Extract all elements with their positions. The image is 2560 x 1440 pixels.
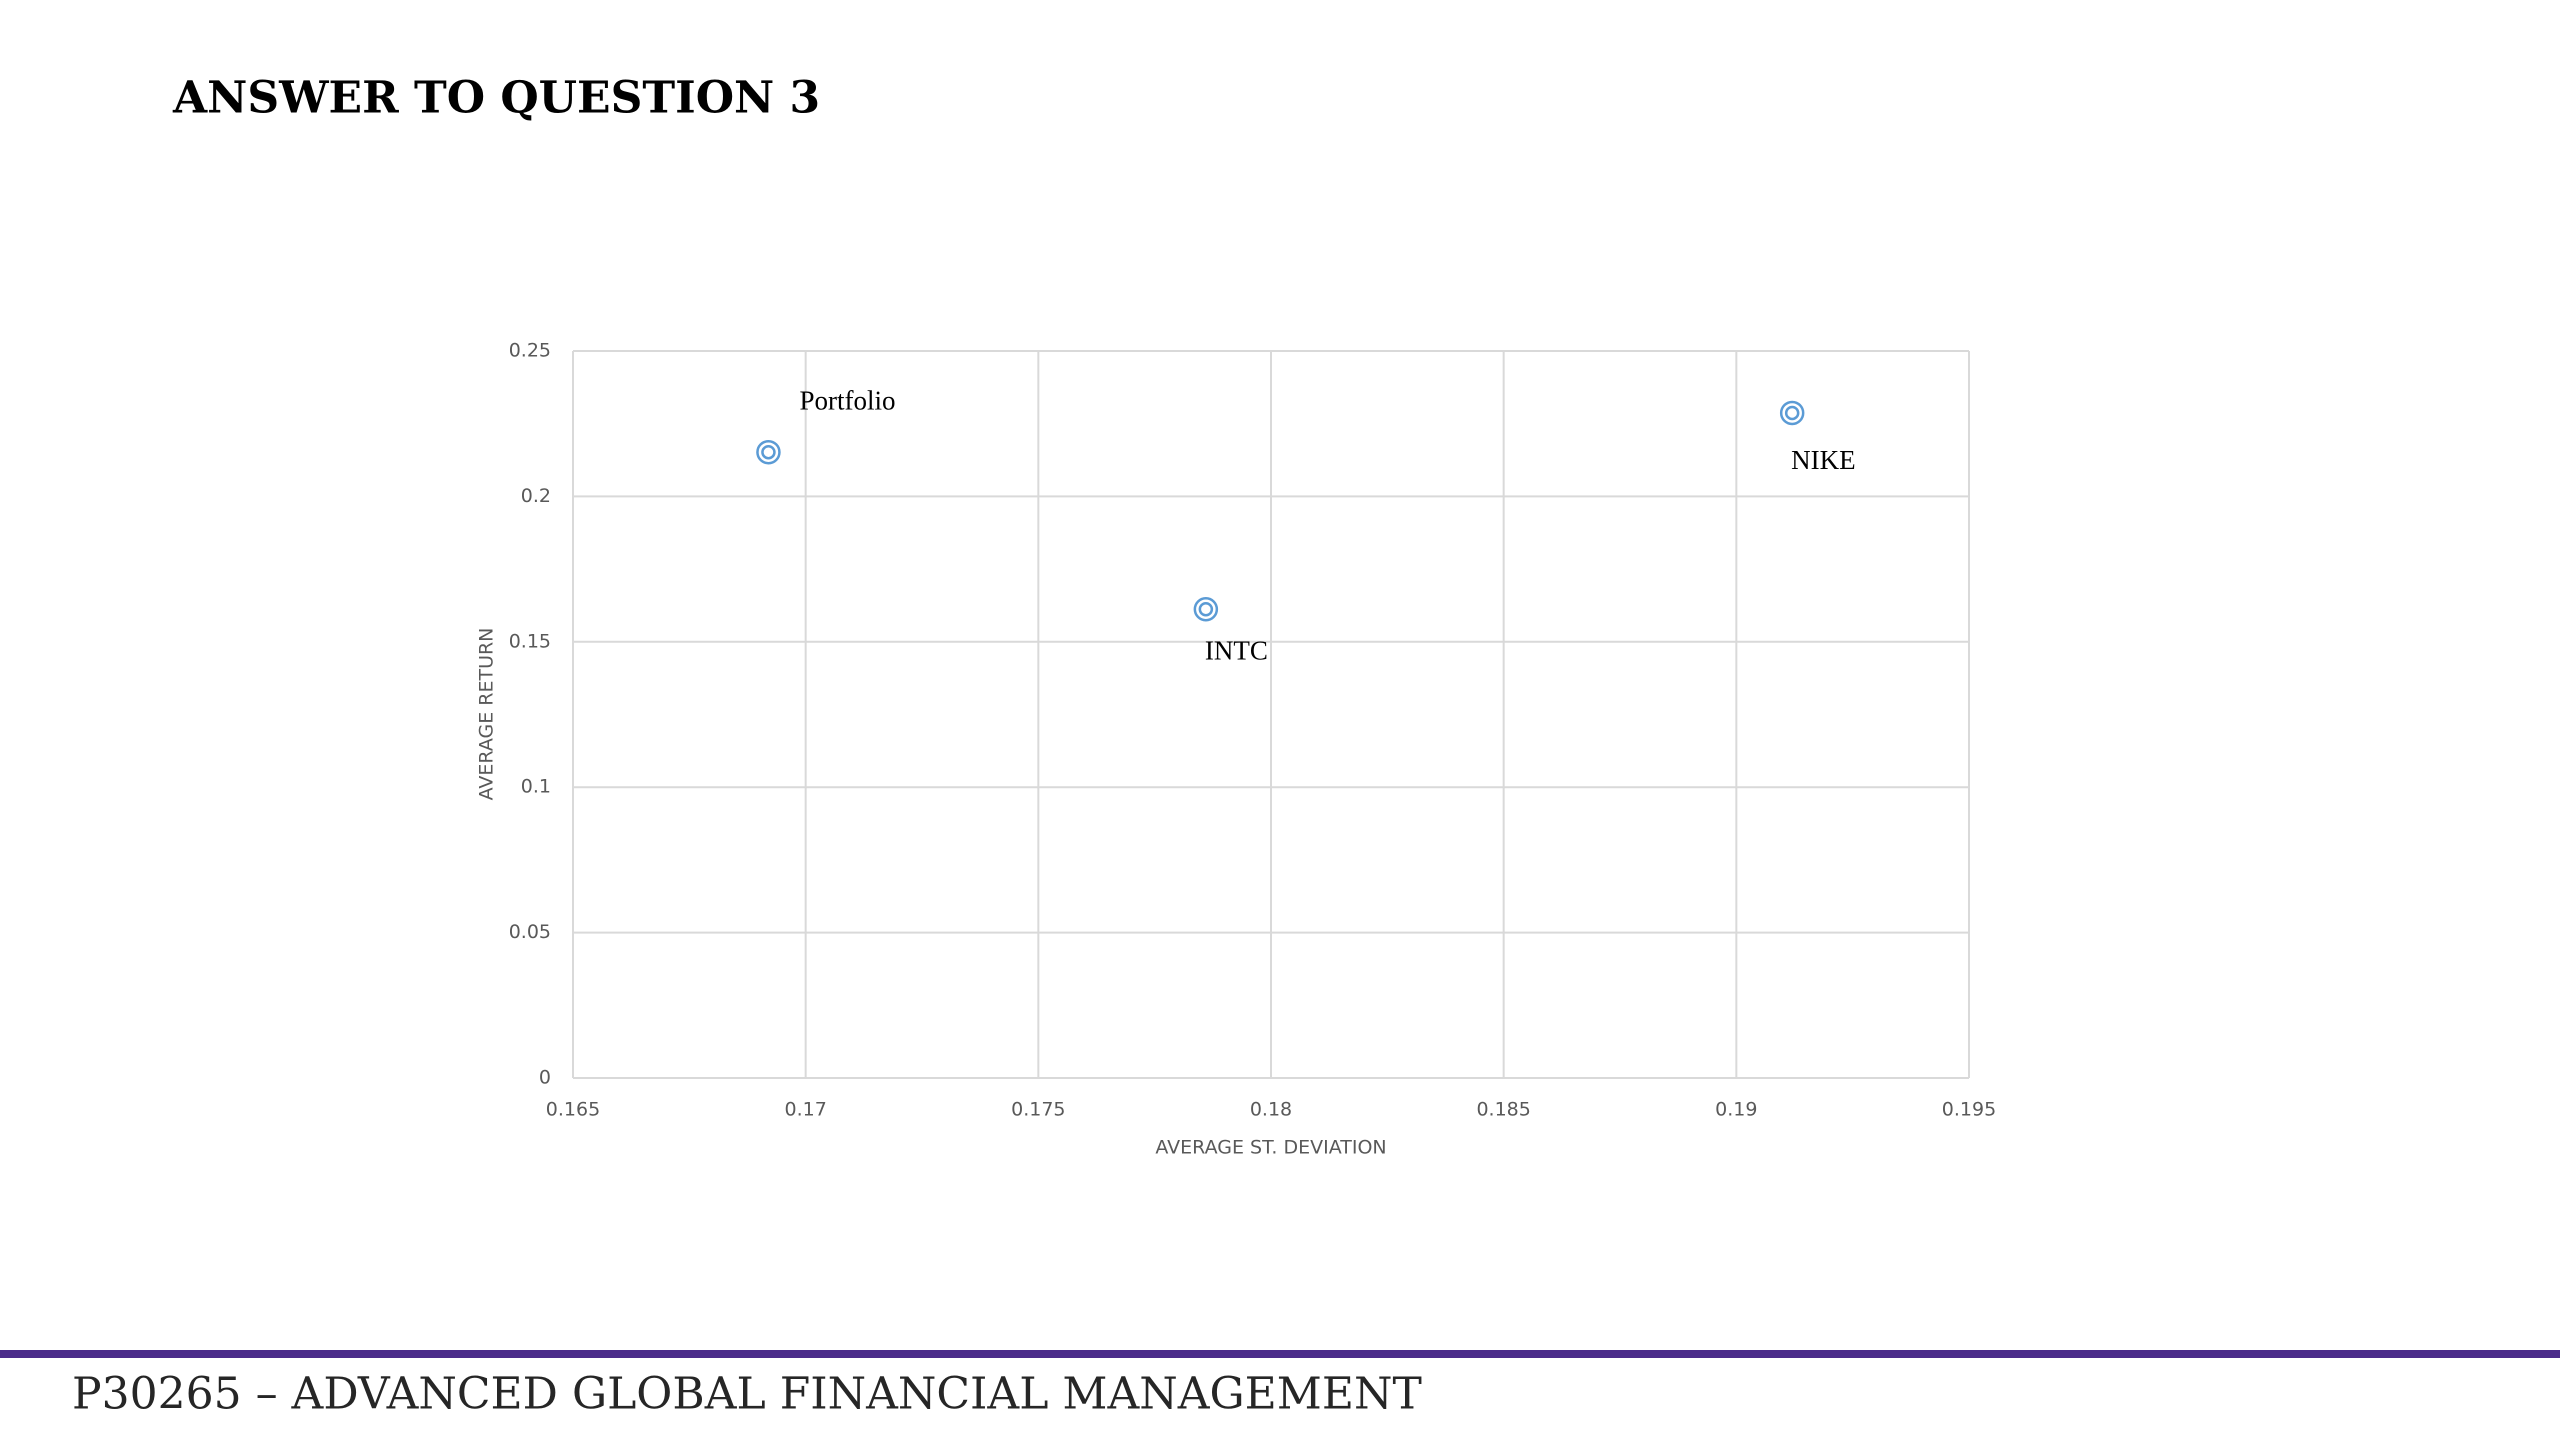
y-tick-label: 0.25 — [509, 340, 551, 362]
x-tick-label: 0.185 — [1476, 1099, 1530, 1121]
point — [756, 439, 781, 465]
point — [1779, 400, 1805, 426]
footer-rule — [0, 1350, 2560, 1358]
x-axis-title: AVERAGE ST. DEVIATION — [1155, 1137, 1386, 1159]
point-label: INTC — [1205, 635, 1268, 665]
x-tick-label: 0.19 — [1715, 1099, 1757, 1121]
marker-ring — [1784, 405, 1800, 421]
marker-ring — [1779, 400, 1805, 426]
y-axis-title: AVERAGE RETURN — [476, 628, 498, 801]
y-tick-label: 0.15 — [509, 630, 551, 652]
x-tick-label: 0.195 — [1942, 1099, 1996, 1121]
marker-ring — [756, 439, 781, 465]
y-tick-label: 0.2 — [521, 485, 551, 507]
y-tick-label: 0.05 — [509, 921, 551, 943]
x-tick-label: 0.175 — [1011, 1099, 1065, 1121]
point — [1193, 596, 1219, 622]
marker-ring — [1198, 601, 1214, 617]
x-tick-label: 0.18 — [1250, 1099, 1292, 1121]
marker-ring — [761, 444, 776, 460]
footer-text: P30265 – ADVANCED GLOBAL FINANCIAL MANAG… — [72, 1369, 1422, 1420]
point-label: Portfolio — [799, 385, 895, 415]
y-tick-label: 0.1 — [521, 776, 551, 798]
slide-title: ANSWER TO QUESTION 3 — [172, 73, 820, 124]
x-tick-label: 0.165 — [546, 1099, 600, 1121]
point-label: NIKE — [1791, 445, 1855, 475]
marker-ring — [1193, 596, 1219, 622]
x-tick-label: 0.17 — [785, 1099, 827, 1121]
y-tick-label: 0 — [539, 1067, 551, 1089]
